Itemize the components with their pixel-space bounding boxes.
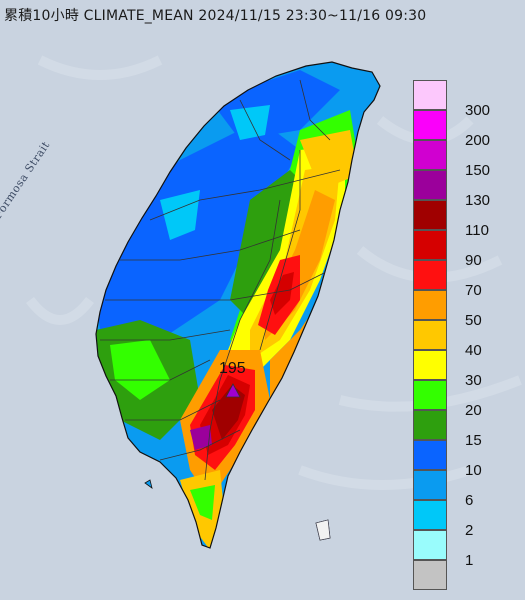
legend-label: 40 — [465, 342, 482, 359]
legend-label: 6 — [465, 492, 474, 509]
legend-swatch — [413, 410, 447, 440]
max-rainfall-value: 195 — [219, 360, 246, 377]
legend-item: 2 — [413, 500, 507, 539]
legend-label: 90 — [465, 252, 482, 269]
legend-swatch — [413, 350, 447, 380]
legend-swatch — [413, 260, 447, 290]
legend-swatch — [413, 170, 447, 200]
legend-swatch — [413, 440, 447, 470]
legend-label: 20 — [465, 402, 482, 419]
legend-label: 2 — [465, 522, 474, 539]
legend-swatch — [413, 110, 447, 140]
legend-label: 150 — [465, 162, 491, 179]
legend-swatch — [413, 380, 447, 410]
legend-item: 20 — [413, 380, 507, 419]
legend-label: 10 — [465, 462, 482, 479]
legend-item: 130 — [413, 170, 507, 209]
legend-swatch — [413, 200, 447, 230]
legend-item: 30 — [413, 350, 507, 389]
legend-swatch — [413, 80, 447, 110]
legend-label: 50 — [465, 312, 482, 329]
legend-item — [413, 560, 507, 590]
offshore-islets — [315, 519, 331, 541]
legend-swatch — [413, 140, 447, 170]
legend-swatch — [413, 230, 447, 260]
legend-label: 30 — [465, 372, 482, 389]
legend-item: 6 — [413, 470, 507, 509]
legend-label: 1 — [465, 552, 474, 569]
legend-label: 200 — [465, 132, 491, 149]
legend-item: 110 — [413, 200, 507, 239]
county-borders — [100, 79, 341, 481]
legend-item: 200 — [413, 110, 507, 149]
legend-item: 300 — [413, 80, 507, 119]
legend-item: 70 — [413, 260, 507, 299]
legend-item: 50 — [413, 290, 507, 329]
legend-swatch — [413, 530, 447, 560]
legend-item: 10 — [413, 440, 507, 479]
legend-swatch — [413, 560, 447, 590]
legend-swatch — [413, 470, 447, 500]
legend-label: 130 — [465, 192, 491, 209]
legend-item: 150 — [413, 140, 507, 179]
legend-swatch — [413, 500, 447, 530]
legend-item: 40 — [413, 320, 507, 359]
legend-item: 90 — [413, 230, 507, 269]
max-rainfall-marker — [225, 383, 241, 398]
legend-label: 15 — [465, 432, 482, 449]
legend-swatch — [413, 290, 447, 320]
legend-label: 70 — [465, 282, 482, 299]
legend-item: 1 — [413, 530, 507, 569]
legend-swatch — [413, 320, 447, 350]
legend-label: 300 — [465, 102, 491, 119]
map-title: 累積10小時 CLIMATE_MEAN 2024/11/15 23:30~11/… — [4, 8, 427, 24]
legend-label: 110 — [465, 222, 489, 239]
legend-item: 15 — [413, 410, 507, 449]
